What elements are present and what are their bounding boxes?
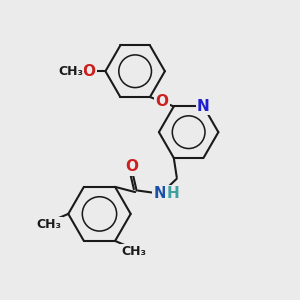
Text: H: H xyxy=(167,186,179,201)
Text: CH₃: CH₃ xyxy=(121,245,146,258)
Text: O: O xyxy=(126,159,139,174)
Text: CH₃: CH₃ xyxy=(36,218,61,231)
Text: CH₃: CH₃ xyxy=(58,65,83,78)
Text: O: O xyxy=(155,94,168,109)
Text: N: N xyxy=(197,99,210,114)
Text: N: N xyxy=(154,186,167,201)
Text: O: O xyxy=(82,64,96,79)
